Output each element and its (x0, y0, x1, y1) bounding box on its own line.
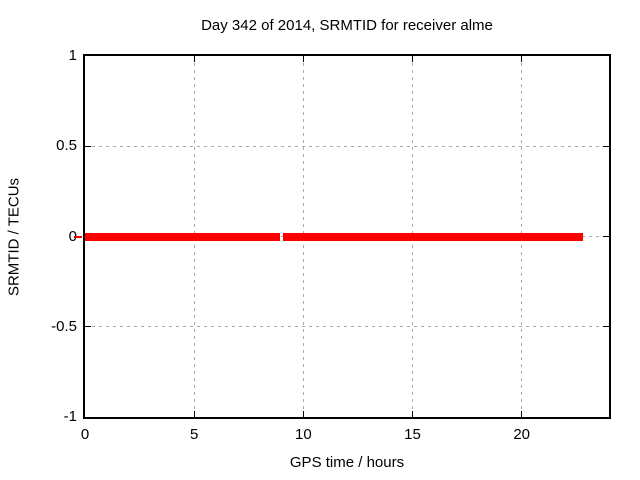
x-tick-bottom (521, 411, 523, 417)
x-tick-top (412, 56, 413, 62)
x-tick-label: 5 (189, 426, 199, 443)
y-tick-left (85, 326, 91, 328)
y-tick-left (85, 145, 91, 147)
y-gridline (85, 326, 609, 328)
x-axis-title: GPS time / hours (289, 454, 405, 471)
chart-title: Day 342 of 2014, SRMTID for receiver alm… (201, 17, 493, 34)
y-tick-label: 0.5 (56, 137, 77, 155)
y-axis-title: SRMTID / TECUs (5, 177, 23, 297)
y-tick-label: 0 (68, 227, 77, 245)
x-tick-bottom (302, 411, 304, 417)
x-tick-top (302, 56, 304, 62)
x-tick-label: 0 (80, 426, 90, 443)
y-tick-right (603, 145, 609, 147)
data-line-segment (283, 232, 583, 241)
y-gridline (85, 145, 609, 147)
y-tick-right (603, 326, 609, 328)
red-dash-outside-left-axis (74, 235, 82, 238)
x-tick-label: 15 (404, 426, 421, 443)
x-tick-top (521, 56, 523, 62)
x-tick-label: 20 (513, 426, 530, 443)
y-tick-right (603, 236, 609, 237)
y-tick-label: 1 (68, 47, 77, 64)
x-tick-bottom (193, 411, 195, 417)
plot-area: 0 5 10 15 20 1 0.5 0 -0.5 -1 (51, 47, 611, 443)
y-tick-label: -0.5 (51, 317, 77, 335)
x-tick-bottom (412, 411, 413, 417)
x-tick-top (193, 56, 195, 62)
x-tick-label: 10 (294, 426, 312, 443)
y-tick-label: -1 (63, 408, 77, 425)
data-line-segment (85, 232, 280, 241)
